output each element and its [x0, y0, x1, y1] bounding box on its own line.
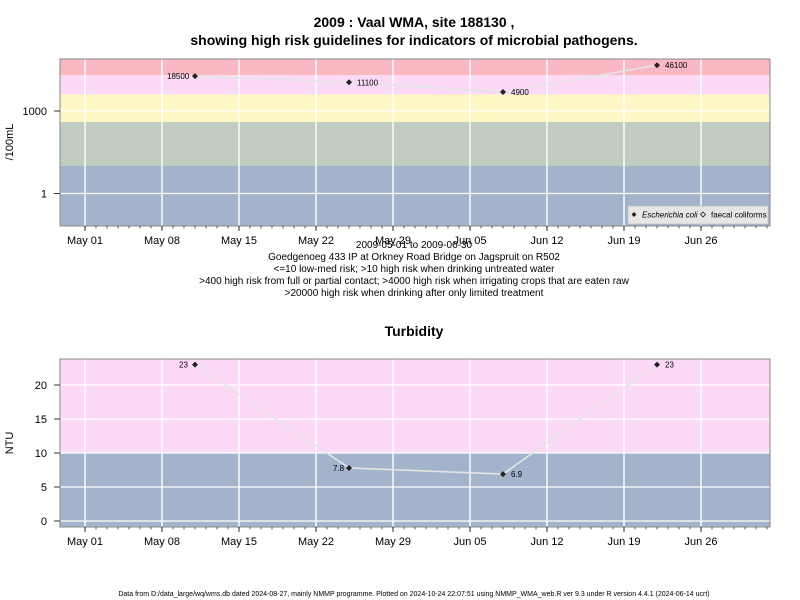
p2-x-tick-label-3: May 22	[298, 536, 334, 548]
p2-data-point-0	[192, 361, 198, 368]
microbial-legend: Escherichia coli faecal coliforms	[627, 205, 769, 225]
p1-x-tick-label-3: May 22	[298, 235, 334, 247]
p2-risk-band-0	[60, 359, 770, 453]
p1-data-point-2	[500, 89, 506, 96]
p2-y-tick-label-1: 5	[41, 482, 47, 494]
p1-x-tick-label-7: Jun 19	[607, 235, 640, 247]
caption-site-description: Goedgenoeg 433 IP at Orkney Road Bridge …	[268, 252, 560, 263]
legend-ecoli-marker-icon	[631, 212, 637, 217]
p2-x-tick-label-7: Jun 19	[607, 536, 640, 548]
p2-data-point-3	[654, 361, 660, 368]
p1-x-tick-label-6: Jun 12	[530, 235, 563, 247]
p1-data-label-1: 11100	[357, 78, 379, 87]
caption-risk-treatment: >20000 high risk when drinking after onl…	[285, 288, 544, 299]
p2-x-tick-label-4: May 29	[375, 536, 411, 548]
p1-x-tick-label-4: May 29	[375, 235, 411, 247]
microbial-x-axis: May 01 May 08 May 15 May 22 May 29 Jun 05 Jun …	[67, 226, 768, 247]
turbidity-y-axis: 0 5 10 15 20	[35, 380, 60, 528]
turbidity-y-axis-label: NTU	[4, 432, 16, 455]
p2-data-point-1	[346, 464, 352, 471]
p1-data-point-0	[192, 73, 198, 80]
p1-data-point-3	[654, 62, 660, 69]
p2-x-tick-label-0: May 01	[67, 536, 103, 548]
p1-x-tick-label-8: Jun 26	[684, 235, 717, 247]
microbial-risk-bands	[60, 59, 770, 226]
legend-ecoli-label: Escherichia coli	[642, 211, 698, 220]
p1-x-tick-label-5: Jun 05	[453, 235, 486, 247]
legend-faecal-label: faecal coliforms	[711, 211, 767, 220]
p1-data-label-0: 18500	[167, 72, 190, 81]
caption-date-range: 2009-05-01 to 2009-06-30	[356, 240, 473, 251]
p1-x-tick-label-1: May 08	[144, 235, 180, 247]
microbial-series: 18500 11100 4900 46100	[167, 61, 688, 97]
turbidity-risk-bands	[60, 359, 770, 527]
p1-y-tick-label-0: 1	[41, 189, 47, 201]
microbial-gridlines	[60, 59, 770, 226]
p2-data-label-1: 7.8	[333, 464, 345, 473]
legend-faecal-marker-icon	[699, 211, 707, 218]
chart-caption: 2009-05-01 to 2009-06-30 Goedgenoeg 433 …	[199, 240, 629, 299]
turbidity-series: 23 7.8 6.9 23	[179, 361, 674, 479]
p2-series-line	[194, 363, 658, 475]
caption-risk-contact: >400 high risk from full or partial cont…	[199, 276, 629, 287]
chart-title-line2: showing high risk guidelines for indicat…	[190, 32, 637, 48]
footer-note: Data from D:/data_large/wq/wms.db dated …	[118, 591, 709, 598]
p1-data-label-3: 46100	[665, 61, 688, 70]
p2-x-tick-label-2: May 15	[221, 536, 257, 548]
turbidity-title: Turbidity	[385, 323, 444, 339]
legend-box	[627, 205, 769, 225]
p1-y-tick-label-1: 1000	[23, 106, 47, 118]
caption-risk-drinking: <=10 low-med risk; >10 high risk when dr…	[274, 264, 556, 275]
p2-x-tick-label-6: Jun 12	[530, 536, 563, 548]
p1-risk-band-3	[60, 121, 770, 166]
p2-y-tick-label-3: 15	[35, 414, 47, 426]
p2-data-label-2: 6.9	[511, 470, 523, 479]
p2-x-tick-label-8: Jun 26	[684, 536, 717, 548]
p1-data-label-2: 4900	[511, 88, 529, 97]
p2-x-tick-label-5: Jun 05	[453, 536, 486, 548]
p1-risk-band-1	[60, 75, 770, 95]
microbial-y-axis: 1 1000	[23, 106, 60, 201]
microbial-y-axis-label: /100mL	[4, 124, 16, 161]
p1-x-tick-label-0: May 01	[67, 235, 103, 247]
p1-risk-band-2	[60, 94, 770, 122]
p2-risk-band-1	[60, 453, 770, 527]
p2-data-point-2	[500, 471, 506, 478]
p1-x-tick-label-2: May 15	[221, 235, 257, 247]
p1-risk-band-0	[60, 59, 770, 76]
p2-data-label-3: 23	[665, 361, 674, 370]
p1-data-point-1	[346, 79, 352, 86]
p2-y-tick-label-4: 20	[35, 380, 47, 392]
p2-y-tick-label-2: 10	[35, 448, 47, 460]
p2-y-tick-label-0: 0	[41, 516, 47, 528]
turbidity-panel: 23 7.8 6.9 23 May 01 May 08 May 15 May 22 May 2…	[4, 358, 771, 548]
turbidity-x-axis: May 01 May 08 May 15 May 22 May 29 Jun 05 Jun …	[67, 527, 768, 548]
turbidity-gridlines	[60, 359, 770, 527]
chart-title-line1: 2009 : Vaal WMA, site 188130 ,	[314, 14, 515, 30]
p1-series-line	[194, 64, 658, 93]
p2-x-tick-label-1: May 08	[144, 536, 180, 548]
p2-data-label-0: 23	[179, 361, 188, 370]
